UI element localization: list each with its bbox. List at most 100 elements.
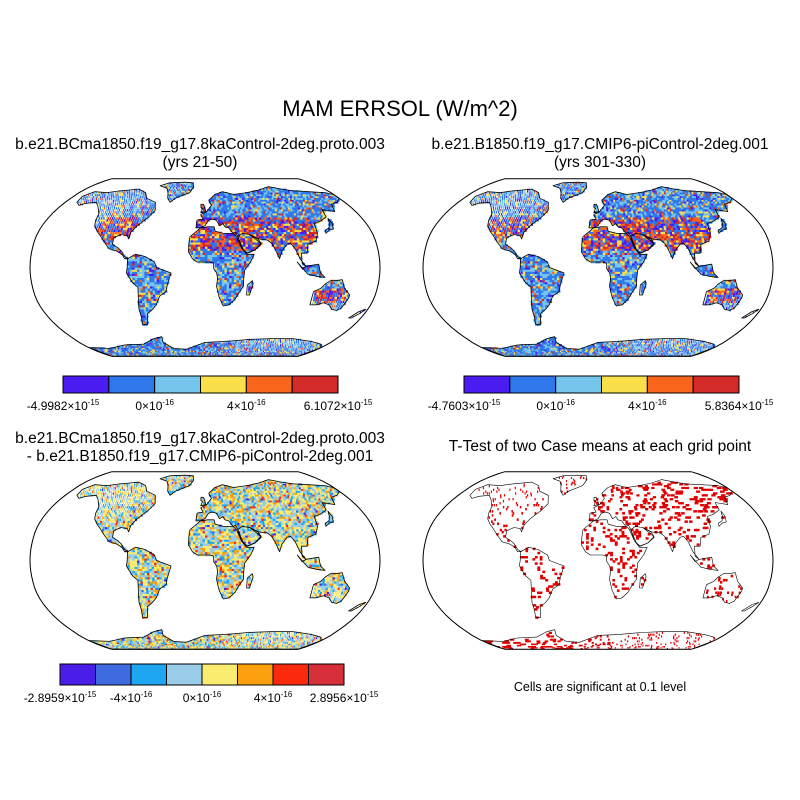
panel-1-cell <box>251 201 255 204</box>
panel-1-cell <box>238 340 241 343</box>
panel-1-cell <box>224 350 227 353</box>
panel-1-cell <box>165 348 169 351</box>
panel-1-cell <box>254 209 258 212</box>
panel-1-cell <box>205 258 208 262</box>
panel-1-cell <box>155 292 158 295</box>
panel-1-cell <box>336 304 338 308</box>
panel-1-cell <box>223 233 227 237</box>
panel-1-cell <box>241 217 245 220</box>
panel-1-cell <box>279 201 284 204</box>
panel-2-cell <box>650 355 652 357</box>
panel-1-cell <box>241 207 245 210</box>
panel-1-cell <box>164 288 168 291</box>
panel-1-cell <box>255 192 259 195</box>
panel-1-cell <box>334 296 337 299</box>
panel-1-cell <box>109 233 112 237</box>
panel-1-cell <box>160 345 164 348</box>
panel-1-coastlines <box>76 181 367 357</box>
panel-1-cell <box>277 347 279 350</box>
panel-1-cell <box>102 219 104 222</box>
panel-2-cell <box>634 354 636 356</box>
panel-1-cell <box>145 286 148 289</box>
panel-1-cell <box>149 271 153 274</box>
panel-1-cell <box>229 248 232 251</box>
panel-1-cell <box>313 209 318 212</box>
panel-1-cell <box>224 354 226 356</box>
panel-1-cell <box>198 221 201 224</box>
panel-1-cell <box>249 223 253 226</box>
panel-1-cell <box>135 223 138 226</box>
panel-1-cell <box>228 294 232 297</box>
panel-1-cell <box>312 344 314 347</box>
panel-2-cell <box>600 355 603 357</box>
panel-1-cell <box>174 190 176 193</box>
panel-1-cell <box>238 348 240 351</box>
panel-1-cell <box>243 207 247 210</box>
panel-2-cell <box>660 355 662 357</box>
panel-1-cell <box>271 348 273 351</box>
panel-1-cell <box>224 267 228 270</box>
panel-1-cell <box>226 342 228 345</box>
panel-1-cell <box>213 215 217 218</box>
panel-1-cell <box>187 353 191 355</box>
panel-1-cell <box>244 205 248 208</box>
panel-1-cell <box>207 215 210 218</box>
panel-1-cell <box>219 267 223 270</box>
panel-1-cell <box>154 277 158 281</box>
panel-1-cell <box>231 351 233 354</box>
panel-1-cell <box>342 294 345 297</box>
panel-1-cell <box>183 185 185 188</box>
panel-2-cell <box>643 355 646 357</box>
panel-1-cell <box>299 345 301 348</box>
panel-1-cell <box>209 348 212 351</box>
panel-1-cell <box>127 271 131 274</box>
panel-1-cell <box>254 242 258 245</box>
panel-1-cell <box>257 195 261 198</box>
panel-1-cell <box>296 211 301 214</box>
panel-1-cell <box>329 290 332 293</box>
panel-1-cell <box>228 205 232 208</box>
panel-1-cell <box>333 304 336 308</box>
panel-1-cell <box>159 292 163 295</box>
panel-1-cell <box>197 242 201 245</box>
panel-1-cell <box>251 203 256 206</box>
panel-2-cell <box>606 354 608 356</box>
panel-1-cell <box>211 231 215 235</box>
panel-1-cell <box>284 227 288 230</box>
panel-1-cell <box>268 353 270 355</box>
panel-1-cell <box>130 190 132 193</box>
panel-1-cell <box>177 190 180 193</box>
panel-2-cell <box>573 355 577 357</box>
panel-2-cell <box>668 355 670 357</box>
panel-1-cell <box>202 217 206 220</box>
panel-1-cell <box>154 279 158 283</box>
panel-1-cell <box>104 209 106 212</box>
panel-1-cell <box>281 338 283 341</box>
panel-1-cell <box>288 342 290 345</box>
panel-1-cell <box>220 345 222 348</box>
panel-1-cell <box>163 273 167 276</box>
panel-1-cell <box>213 353 216 355</box>
panel-2-cell <box>626 355 628 357</box>
panel-1-cell <box>263 211 267 214</box>
panel-1-cell <box>223 302 227 306</box>
panel-1-cell <box>93 193 95 197</box>
panel-1-cell <box>242 219 246 222</box>
panel-1-cell <box>108 223 111 226</box>
panel-1-cell <box>220 354 222 356</box>
panel-1-cell <box>197 240 201 243</box>
panel-1-cell <box>134 275 138 278</box>
panel-1-cell <box>244 219 248 222</box>
panel-1-cell <box>293 244 297 247</box>
panel-1-cell <box>294 219 299 222</box>
panel-1-cell <box>269 211 273 214</box>
panel-1-cell <box>284 351 286 354</box>
panel-1-cell <box>140 286 144 289</box>
panel-1-cell <box>127 192 129 195</box>
panel-1-cell <box>265 203 269 206</box>
panel-1-cell <box>237 237 241 241</box>
panel-1-cell <box>290 342 292 345</box>
panel-1-cell <box>159 344 163 347</box>
panel-2-cell <box>657 355 659 357</box>
panel-1-cell <box>219 265 223 268</box>
